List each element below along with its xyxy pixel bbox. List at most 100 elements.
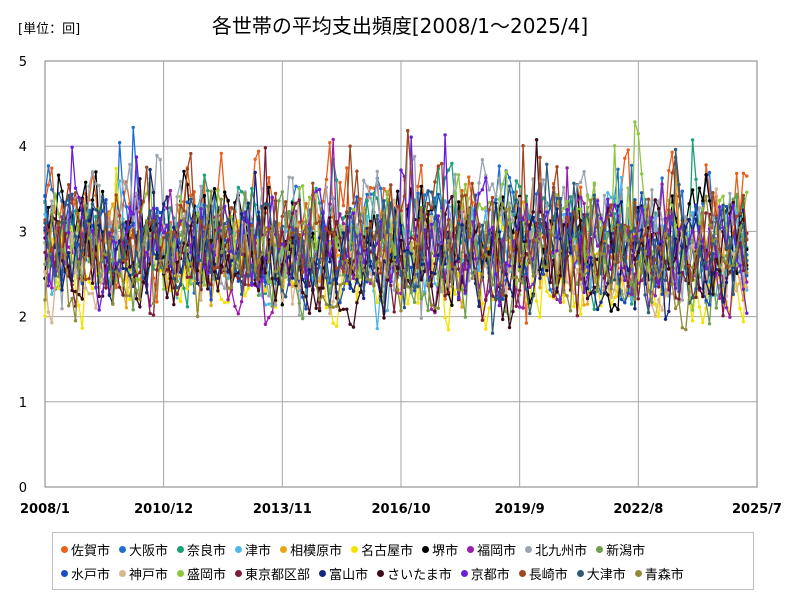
series-point	[585, 302, 590, 306]
series-point	[206, 287, 210, 291]
series-point	[701, 199, 705, 203]
series-point	[633, 120, 637, 124]
series-point	[243, 234, 247, 238]
series-point	[280, 242, 284, 246]
series-point	[562, 206, 566, 211]
series-point	[382, 187, 386, 191]
series-point	[87, 222, 91, 226]
series-point	[484, 298, 488, 303]
series-point	[84, 219, 88, 224]
series-point	[446, 328, 451, 332]
unit-label: [単位：回]	[18, 22, 81, 37]
series-point	[182, 209, 186, 213]
series-point	[443, 199, 447, 203]
series-point	[612, 212, 617, 216]
series-point	[484, 264, 488, 268]
series-point	[419, 205, 423, 210]
series-point	[670, 282, 674, 286]
series-point	[256, 288, 261, 293]
series-point	[284, 247, 288, 251]
series-point	[565, 294, 569, 298]
series-point	[419, 297, 423, 301]
series-point	[267, 227, 271, 231]
series-point	[416, 265, 420, 270]
series-point	[609, 287, 613, 291]
series-point	[429, 307, 434, 311]
x-tick-label: 2025/7	[732, 502, 782, 517]
series-point	[128, 285, 132, 289]
series-point	[731, 200, 735, 205]
series-point	[290, 236, 295, 240]
series-point	[317, 298, 322, 302]
series-point	[226, 276, 230, 281]
series-point	[735, 271, 739, 275]
series-point	[341, 270, 346, 274]
series-point	[80, 215, 85, 219]
series-point	[640, 238, 644, 243]
series-point	[707, 291, 712, 296]
series-point	[334, 266, 339, 271]
series-point	[375, 260, 379, 265]
series-point	[507, 325, 512, 330]
series-point	[165, 280, 169, 284]
series-point	[582, 213, 586, 217]
legend-label: 津市	[245, 543, 272, 559]
series-point	[555, 297, 559, 302]
series-point	[219, 297, 223, 302]
series-point	[121, 293, 125, 297]
series-point	[565, 199, 569, 203]
series-point	[616, 214, 620, 218]
series-point	[735, 211, 739, 215]
series-point	[609, 203, 613, 207]
series-point	[579, 270, 583, 274]
series-point	[521, 200, 525, 204]
y-tick-label: 5	[19, 55, 27, 70]
series-point	[409, 171, 413, 175]
series-point	[358, 275, 362, 280]
series-point	[534, 299, 539, 303]
series-point	[365, 277, 369, 281]
series-point	[209, 238, 213, 243]
series-point	[145, 165, 149, 169]
series-point	[267, 260, 271, 264]
series-point	[67, 251, 71, 255]
series-point	[623, 292, 627, 296]
series-point	[97, 223, 101, 228]
series-point	[324, 306, 329, 310]
series-point	[646, 310, 651, 315]
series-point	[351, 211, 356, 215]
series-point	[636, 132, 640, 136]
series-point	[467, 265, 471, 269]
series-point	[409, 288, 413, 293]
series-point	[582, 303, 586, 307]
series-point	[429, 214, 434, 219]
series-point	[663, 232, 668, 236]
series-point	[155, 214, 159, 218]
series-point	[409, 135, 413, 139]
series-point	[138, 265, 142, 269]
series-point	[416, 184, 420, 189]
series-point	[236, 312, 240, 316]
series-point	[653, 302, 657, 306]
series-point	[426, 308, 430, 313]
series-point	[253, 236, 257, 240]
series-point	[721, 257, 725, 262]
series-point	[690, 229, 695, 233]
series-point	[168, 270, 173, 274]
series-point	[189, 282, 193, 286]
series-point	[626, 225, 630, 229]
series-point	[623, 225, 627, 229]
series-point	[521, 217, 525, 222]
series-point	[270, 225, 274, 229]
series-point	[487, 200, 491, 205]
series-point	[507, 176, 512, 180]
series-point	[592, 181, 596, 185]
series-point	[256, 258, 261, 262]
series-point	[111, 269, 115, 273]
series-point	[514, 230, 518, 235]
series-point	[209, 303, 213, 308]
series-point	[728, 264, 732, 268]
series-point	[626, 291, 630, 296]
series-point	[731, 292, 735, 297]
series-point	[124, 294, 129, 298]
